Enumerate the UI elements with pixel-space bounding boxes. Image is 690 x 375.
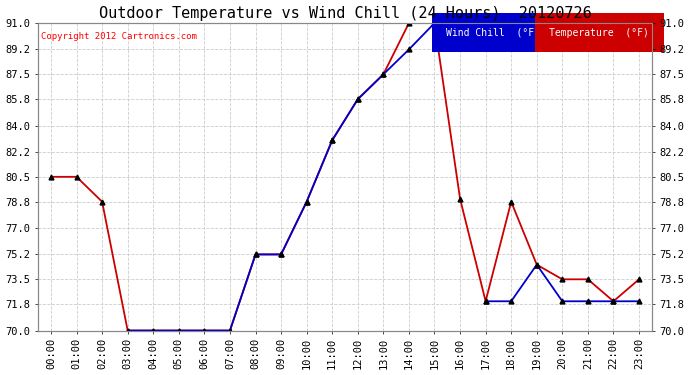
Title: Outdoor Temperature vs Wind Chill (24 Hours)  20120726: Outdoor Temperature vs Wind Chill (24 Ho… <box>99 6 591 21</box>
Text: Copyright 2012 Cartronics.com: Copyright 2012 Cartronics.com <box>41 32 197 41</box>
Text: Wind Chill  (°F): Wind Chill (°F) <box>446 28 540 38</box>
Text: Temperature  (°F): Temperature (°F) <box>549 28 649 38</box>
